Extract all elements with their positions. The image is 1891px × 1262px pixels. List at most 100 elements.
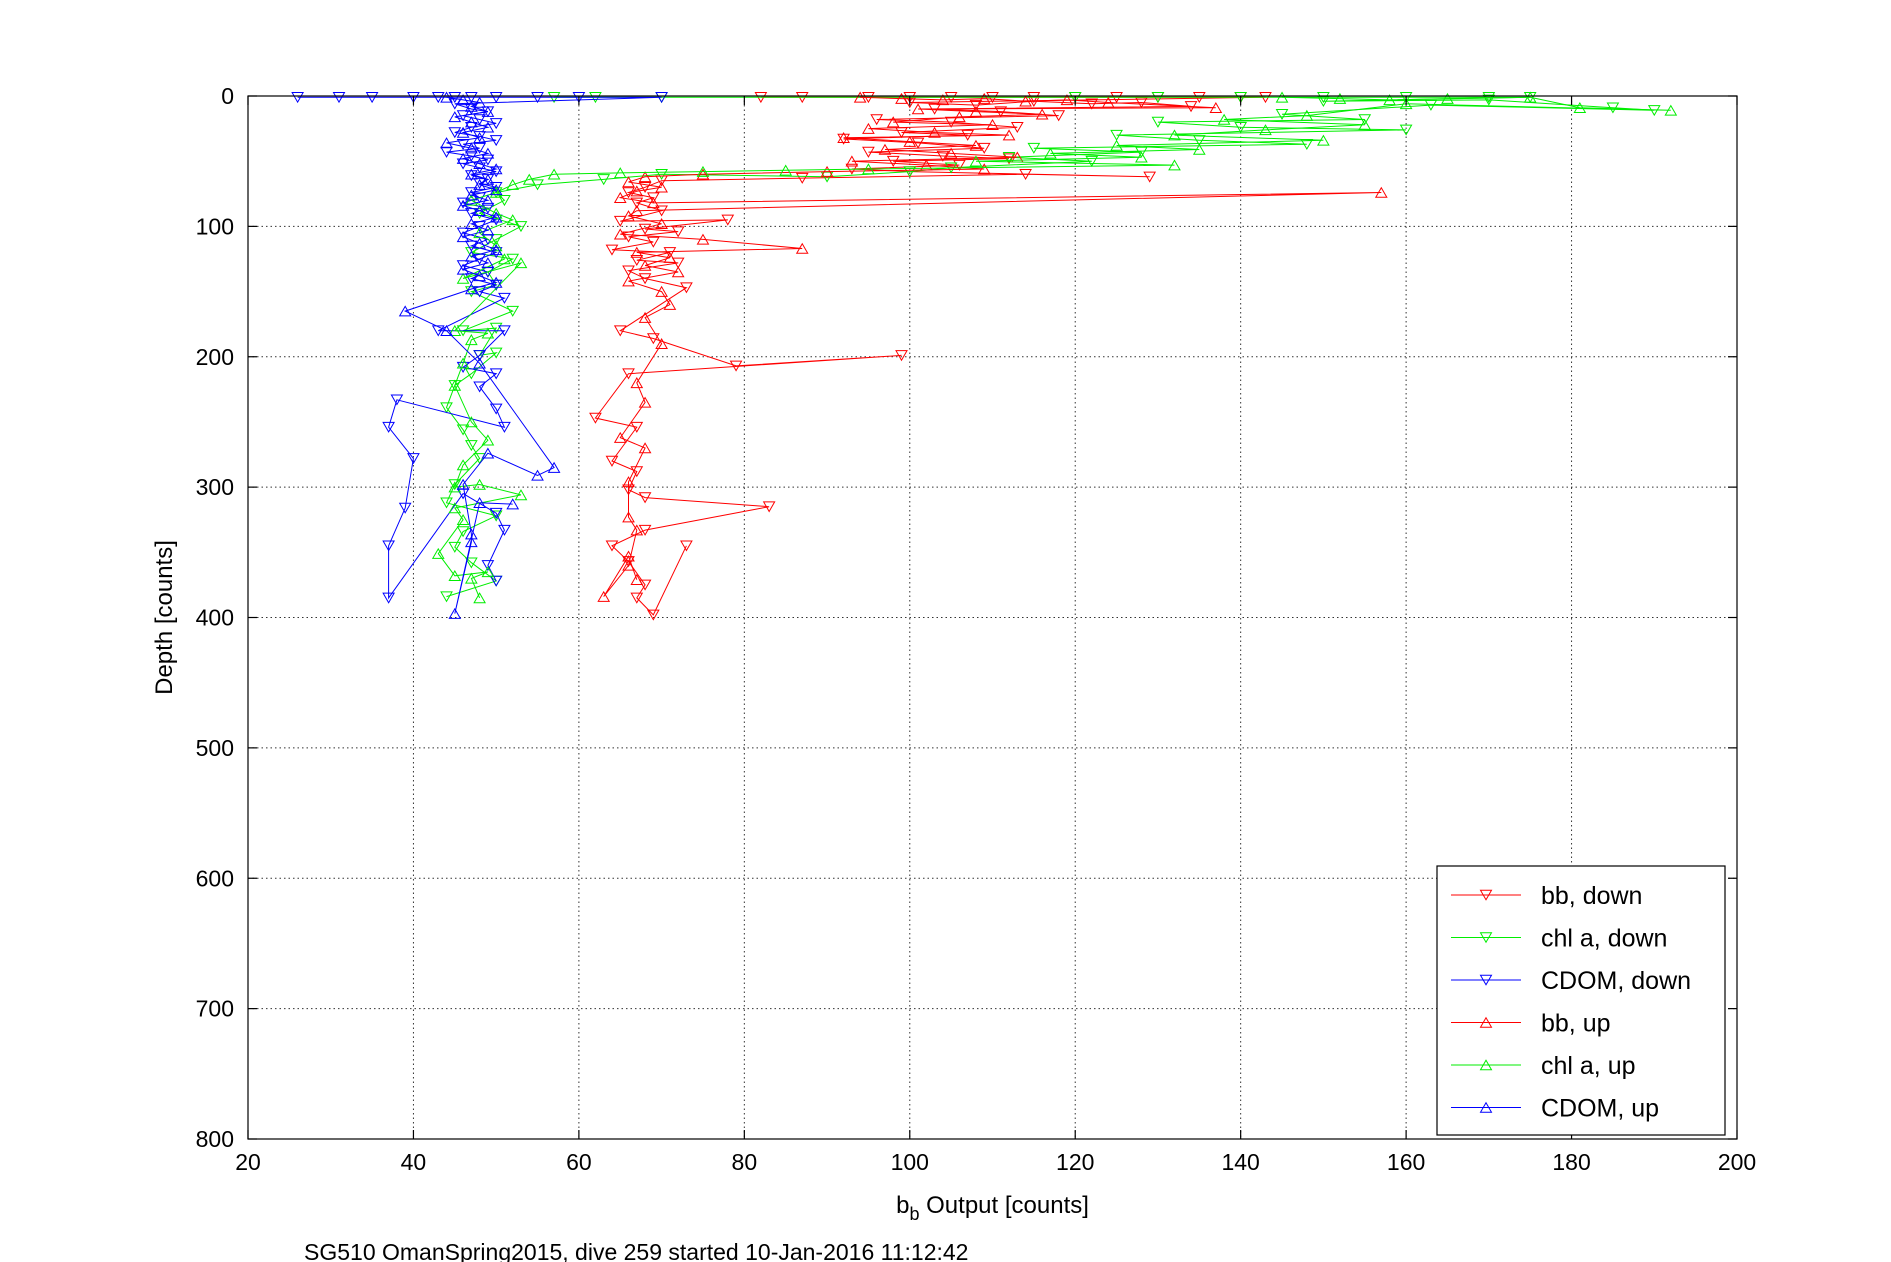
legend-label: chl a, down	[1541, 925, 1667, 953]
data-point	[820, 165, 834, 177]
data-point	[1383, 94, 1396, 106]
data-point	[696, 233, 710, 245]
data-point	[729, 360, 743, 372]
data-point	[638, 311, 652, 323]
data-point	[572, 92, 586, 104]
data-point	[630, 377, 644, 389]
data-point	[613, 325, 627, 337]
data-point	[489, 163, 503, 175]
data-point	[456, 126, 470, 138]
data-point	[622, 476, 635, 488]
data-point	[464, 286, 478, 298]
data-point	[448, 92, 462, 104]
data-point	[630, 421, 644, 433]
data-point	[473, 204, 486, 216]
x-axis-label-rest: Output [counts]	[919, 1192, 1088, 1219]
data-point	[1052, 110, 1066, 122]
data-point	[448, 379, 462, 391]
data-point	[473, 96, 486, 108]
data-point	[1019, 168, 1032, 180]
data-point	[1002, 153, 1016, 165]
data-point	[407, 453, 420, 465]
data-point	[473, 478, 486, 490]
data-point	[853, 91, 867, 103]
data-point	[1110, 139, 1123, 151]
data-point	[456, 152, 470, 164]
data-point	[622, 275, 635, 287]
data-point	[473, 270, 486, 282]
data-point	[398, 502, 412, 514]
data-point	[473, 592, 486, 604]
data-point	[646, 192, 660, 204]
y-tick-label: 100	[196, 213, 234, 239]
legend-entry: CDOM, up	[1451, 1095, 1659, 1123]
x-tick-label: 200	[1718, 1149, 1756, 1175]
data-point	[895, 92, 908, 104]
data-point	[1068, 92, 1082, 104]
legend-entry: bb, down	[1451, 882, 1642, 910]
data-point	[407, 92, 420, 104]
data-point	[464, 142, 478, 154]
data-point	[489, 181, 503, 194]
legend-marker	[1479, 889, 1493, 901]
data-point	[1143, 171, 1157, 183]
x-axis-label-main: b	[896, 1192, 909, 1219]
data-point	[531, 469, 544, 481]
data-point	[382, 421, 395, 433]
data-point	[911, 103, 925, 115]
data-point	[506, 305, 520, 317]
legend-label: CDOM, up	[1541, 1095, 1659, 1123]
x-tick-label: 120	[1056, 1149, 1094, 1175]
data-point	[1358, 114, 1372, 126]
data-point	[489, 207, 503, 219]
data-point	[1664, 104, 1678, 116]
data-point	[522, 173, 536, 185]
legend-entry: chl a, up	[1451, 1052, 1636, 1080]
data-point	[464, 528, 478, 540]
data-point	[489, 214, 503, 226]
data-point	[721, 214, 735, 226]
y-tick-label: 600	[196, 865, 234, 891]
data-point	[448, 541, 462, 553]
data-point	[456, 227, 470, 239]
data-point	[862, 122, 875, 134]
data-point	[655, 218, 668, 230]
data-point	[638, 442, 652, 454]
data-point	[837, 131, 850, 143]
tick-marks	[247, 95, 1738, 1140]
data-point	[473, 381, 486, 393]
data-point	[481, 434, 495, 446]
data-point	[1044, 147, 1057, 159]
data-point	[977, 163, 991, 175]
data-point	[1151, 92, 1165, 104]
data-point	[448, 570, 462, 582]
data-point	[1151, 116, 1165, 128]
data-point	[431, 325, 445, 337]
data-point	[638, 396, 652, 408]
data-point	[473, 114, 486, 126]
data-point	[1275, 91, 1289, 103]
data-point	[464, 416, 478, 428]
data-point	[498, 253, 511, 265]
data-point	[498, 325, 511, 337]
x-tick-label: 20	[235, 1149, 261, 1175]
data-point	[448, 111, 462, 123]
data-point	[1234, 92, 1248, 104]
data-point	[605, 244, 619, 256]
data-point	[464, 240, 478, 252]
data-point	[696, 165, 710, 177]
data-point	[613, 431, 627, 443]
data-point	[1060, 94, 1074, 106]
data-point	[638, 259, 652, 271]
data-point	[473, 162, 486, 174]
data-point	[456, 199, 470, 211]
data-point	[969, 155, 983, 167]
data-point	[663, 298, 677, 310]
data-point	[671, 266, 685, 278]
data-point	[448, 324, 462, 336]
data-point	[630, 592, 644, 604]
data-point	[928, 126, 941, 138]
data-point	[886, 116, 900, 128]
data-point	[680, 540, 693, 552]
